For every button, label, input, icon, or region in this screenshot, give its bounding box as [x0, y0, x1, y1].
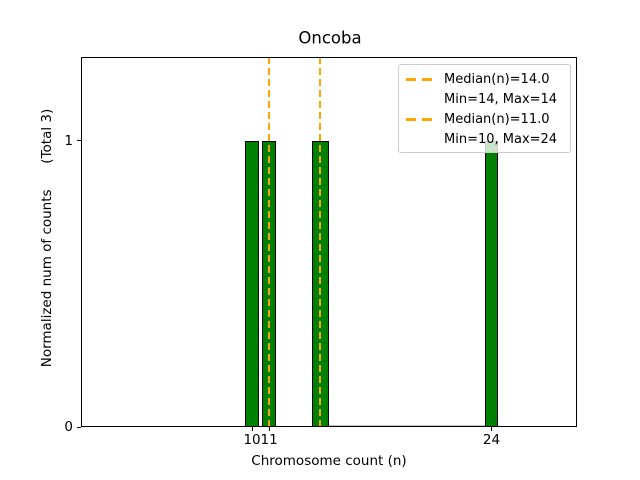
- dashed-line-icon: [406, 117, 433, 121]
- legend-item-label: Min=10, Max=24: [444, 132, 558, 148]
- x-axis-label: Chromosome count (n): [251, 453, 407, 469]
- legend-sample-spacer: [406, 138, 433, 141]
- histogram-bar: [484, 140, 499, 427]
- legend-item: Median(n)=14.0: [406, 69, 570, 89]
- legend-item: Min=14, Max=14: [406, 89, 570, 109]
- x-tick-label: 11: [260, 432, 278, 448]
- y-tick-label: 0: [64, 419, 73, 435]
- legend: Median(n)=14.0 Min=14, Max=14 Median(n)=11…: [398, 64, 571, 153]
- y-tick-label: 1: [64, 132, 73, 149]
- y-tick: [77, 426, 81, 428]
- x-tick-label: 24: [482, 432, 501, 448]
- legend-item-label: Median(n)=11.0: [444, 111, 550, 127]
- x-tick: [268, 427, 270, 431]
- chart-title: Oncoba: [298, 28, 362, 48]
- x-tick-label: 10: [243, 432, 261, 448]
- legend-item: Median(n)=11.0: [406, 109, 570, 129]
- x-tick: [490, 427, 492, 431]
- median-line: [319, 57, 322, 427]
- dashed-line-icon: [406, 77, 433, 81]
- legend-sample-spacer: [406, 98, 433, 101]
- y-tick: [77, 140, 81, 142]
- median-line: [268, 57, 271, 427]
- legend-item-label: Min=14, Max=14: [444, 91, 558, 107]
- legend-item-label: Median(n)=14.0: [444, 71, 550, 87]
- histogram-bar: [245, 140, 259, 427]
- x-tick: [251, 427, 253, 431]
- y-axis-label: Normalized num of counts (Total 3): [39, 108, 55, 368]
- zero-height-bins-line: [329, 424, 485, 426]
- legend-item: Min=10, Max=24: [406, 130, 570, 150]
